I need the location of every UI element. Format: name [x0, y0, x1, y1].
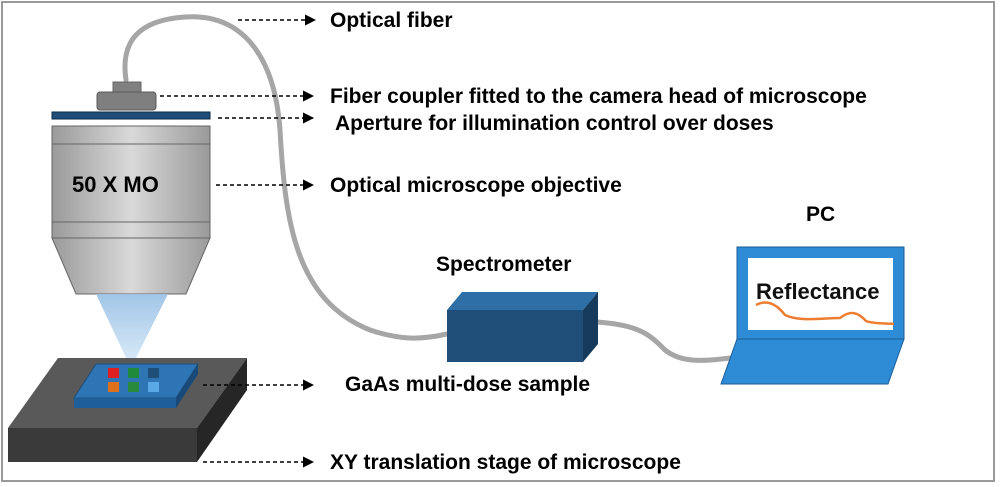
dose-square [128, 368, 139, 378]
dose-square [148, 382, 159, 392]
label-spectrometer: Spectrometer [436, 253, 571, 276]
label-aperture: Aperture for illumination control over d… [335, 112, 774, 135]
label-sample: GaAs multi-dose sample [345, 373, 590, 396]
pointer-arrows [160, 14, 317, 468]
laptop [720, 246, 905, 385]
screen-reflectance-text: Reflectance [756, 279, 880, 304]
dose-squares [108, 368, 159, 392]
label-optical-fiber: Optical fiber [330, 9, 453, 32]
label-objective: Optical microscope objective [330, 174, 622, 197]
dose-square [148, 368, 159, 378]
reflectance-curve [755, 301, 895, 326]
light-cone [96, 294, 168, 362]
objective-marking: 50 X MO [72, 172, 159, 197]
dose-square [128, 382, 139, 392]
gaas-sample [73, 363, 199, 408]
label-fiber-coupler: Fiber coupler fitted to the camera head … [330, 85, 867, 108]
label-stage: XY translation stage of microscope [330, 451, 681, 474]
fiber-spectrometer-to-pc [594, 319, 733, 363]
fiber-coupler [96, 81, 157, 111]
microscope-objective [51, 125, 211, 295]
dose-square [108, 382, 119, 392]
optical-fiber [122, 14, 450, 341]
aperture-plate [51, 111, 211, 120]
dose-square [108, 368, 119, 378]
label-pc: PC [806, 203, 835, 226]
spectrometer-box [447, 292, 598, 362]
